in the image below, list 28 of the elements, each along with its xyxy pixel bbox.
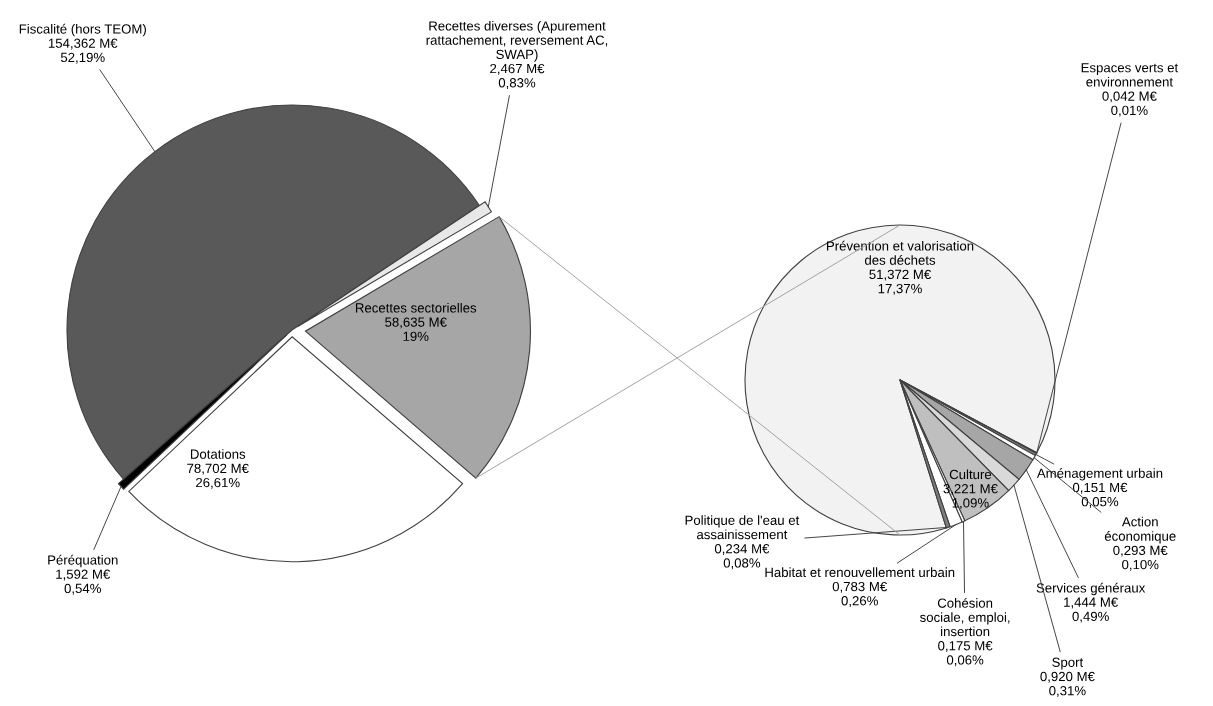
- data-label: 0,042 M€ 0,01%: [1102, 91, 1157, 117]
- data-label: 58,635 M€ 19%: [385, 317, 447, 341]
- slice-label: Prévention et valorisation des déchets: [827, 240, 974, 265]
- data-label: 1,592 M€ 0,54%: [56, 569, 111, 595]
- slice-label: Services généraux: [1036, 582, 1146, 596]
- slice-label: Politique de l'eau et assainissement: [685, 515, 800, 540]
- slice-label: Péréquation: [48, 554, 118, 568]
- slice-label: Dotations: [190, 449, 246, 459]
- slice-label: Culture: [949, 469, 992, 480]
- slice-label: Aménagement urbain: [1036, 468, 1163, 481]
- slice-label: Fiscalité (hors TEOM): [19, 23, 146, 37]
- data-label: 0,293 M€ 0,10%: [1113, 545, 1168, 571]
- data-label: 2,467 M€ 0,83%: [490, 63, 545, 90]
- slice-label: Habitat et renouvellement urbain: [765, 567, 955, 578]
- slice-label: Recettes diverses (Apurement rattachement, reversement AC, SWAP): [426, 20, 608, 62]
- slice-label: Recettes sectorielles: [355, 302, 477, 313]
- slice-label: Action économique: [1104, 516, 1176, 544]
- data-label: 51,372 M€ 17,37%: [869, 269, 931, 295]
- data-label: 0,783 M€ 0,26%: [832, 581, 888, 608]
- data-label: 1,444 M€ 0,49%: [1064, 597, 1118, 623]
- data-label: 0,151 M€ 0,05%: [1072, 482, 1128, 508]
- data-label: 0,920 M€ 0,31%: [1040, 671, 1095, 697]
- slice-label: Cohésion sociale, emploi, insertion: [920, 597, 1010, 637]
- slice-label: Espaces verts et environnement: [1081, 63, 1179, 87]
- data-label: 78,702 M€ 26,61%: [187, 463, 249, 489]
- data-label: 0,175 M€ 0,06%: [938, 641, 993, 667]
- slice-label: Sport: [1052, 657, 1084, 670]
- data-label: 154,362 M€ 52,19%: [48, 38, 118, 64]
